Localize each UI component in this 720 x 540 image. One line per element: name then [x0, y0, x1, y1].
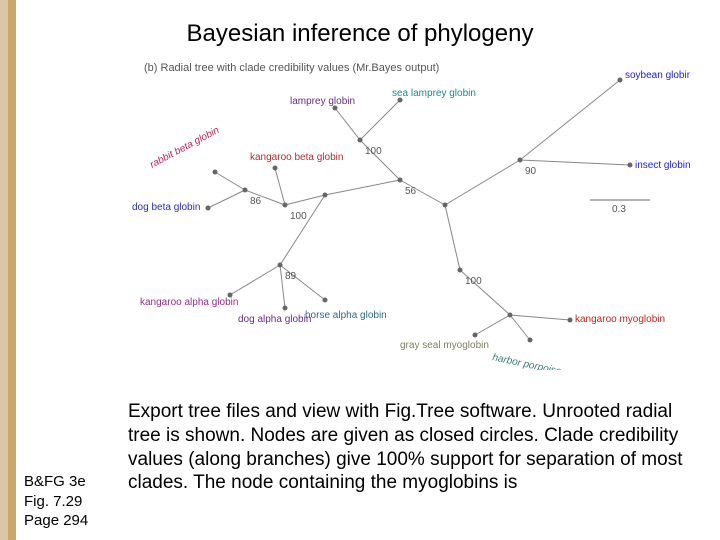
- svg-text:100: 100: [365, 146, 382, 157]
- svg-text:kangaroo myoglobin: kangaroo myoglobin: [575, 314, 665, 325]
- svg-text:86: 86: [250, 196, 262, 207]
- svg-text:rabbit beta globin: rabbit beta globin: [148, 125, 221, 171]
- svg-text:89: 89: [285, 271, 297, 282]
- svg-text:0.3: 0.3: [612, 204, 626, 215]
- svg-text:100: 100: [290, 211, 307, 222]
- svg-text:90: 90: [525, 166, 537, 177]
- svg-text:soybean globin: soybean globin: [625, 70, 690, 81]
- svg-text:dog alpha globin: dog alpha globin: [238, 314, 311, 325]
- svg-text:gray seal myoglobin: gray seal myoglobin: [400, 340, 489, 351]
- svg-text:horse alpha globin: horse alpha globin: [305, 310, 387, 321]
- citation-page: Page 294: [24, 511, 88, 531]
- svg-text:insect globin: insect globin: [635, 160, 690, 171]
- svg-text:kangaroo alpha globin: kangaroo alpha globin: [140, 297, 238, 308]
- svg-text:kangaroo beta globin: kangaroo beta globin: [250, 152, 343, 163]
- citation-source: B&FG 3e: [24, 472, 88, 492]
- svg-text:100: 100: [465, 276, 482, 287]
- svg-text:harbor porpoise myoglobin: harbor porpoise myoglobin: [491, 352, 610, 370]
- citation-block: B&FG 3e Fig. 7.29 Page 294: [24, 472, 88, 531]
- svg-text:sea lamprey globin: sea lamprey globin: [392, 88, 476, 99]
- svg-text:lamprey globin: lamprey globin: [290, 96, 355, 107]
- figure-description: Export tree files and view with Fig.Tree…: [128, 400, 698, 495]
- left-accent-stripe: [0, 0, 16, 540]
- page-title: Bayesian inference of phylogeny: [0, 20, 720, 48]
- radial-tree-figure: 56 100 100 86 89 100 90 soybean globin insect gl…: [130, 60, 690, 370]
- svg-text:dog beta globin: dog beta globin: [132, 202, 200, 213]
- svg-text:56: 56: [405, 186, 417, 197]
- citation-figure: Fig. 7.29: [24, 492, 88, 512]
